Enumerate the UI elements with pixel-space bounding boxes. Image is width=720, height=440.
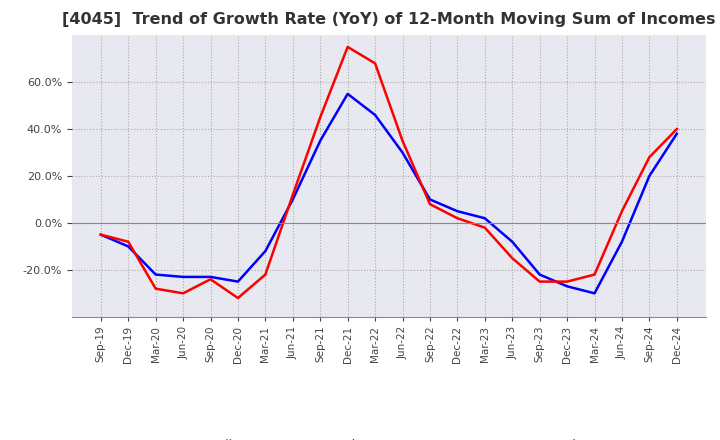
Net Income Growth Rate — [508, 256, 516, 261]
Net Income Growth Rate — [179, 291, 187, 296]
Ordinary Income Growth Rate — [563, 284, 572, 289]
Ordinary Income Growth Rate — [536, 272, 544, 277]
Ordinary Income Growth Rate — [371, 112, 379, 117]
Ordinary Income Growth Rate — [289, 197, 297, 202]
Net Income Growth Rate — [289, 192, 297, 198]
Net Income Growth Rate — [453, 216, 462, 221]
Net Income Growth Rate — [343, 44, 352, 50]
Net Income Growth Rate — [233, 295, 242, 301]
Title: [4045]  Trend of Growth Rate (YoY) of 12-Month Moving Sum of Incomes: [4045] Trend of Growth Rate (YoY) of 12-… — [62, 12, 716, 27]
Net Income Growth Rate — [426, 202, 434, 207]
Ordinary Income Growth Rate — [480, 216, 489, 221]
Ordinary Income Growth Rate — [233, 279, 242, 284]
Net Income Growth Rate — [371, 61, 379, 66]
Net Income Growth Rate — [206, 277, 215, 282]
Net Income Growth Rate — [672, 126, 681, 132]
Net Income Growth Rate — [480, 225, 489, 230]
Net Income Growth Rate — [151, 286, 160, 291]
Ordinary Income Growth Rate — [453, 209, 462, 214]
Net Income Growth Rate — [645, 154, 654, 160]
Ordinary Income Growth Rate — [398, 150, 407, 155]
Ordinary Income Growth Rate — [124, 244, 132, 249]
Ordinary Income Growth Rate — [206, 274, 215, 279]
Net Income Growth Rate — [124, 239, 132, 244]
Ordinary Income Growth Rate — [618, 239, 626, 244]
Ordinary Income Growth Rate — [316, 138, 325, 143]
Net Income Growth Rate — [563, 279, 572, 284]
Legend: Ordinary Income Growth Rate, Net Income Growth Rate: Ordinary Income Growth Rate, Net Income … — [160, 434, 618, 440]
Ordinary Income Growth Rate — [96, 232, 105, 237]
Net Income Growth Rate — [261, 272, 270, 277]
Net Income Growth Rate — [398, 138, 407, 143]
Line: Net Income Growth Rate: Net Income Growth Rate — [101, 47, 677, 298]
Net Income Growth Rate — [590, 272, 599, 277]
Ordinary Income Growth Rate — [179, 274, 187, 279]
Net Income Growth Rate — [618, 209, 626, 214]
Net Income Growth Rate — [536, 279, 544, 284]
Ordinary Income Growth Rate — [151, 272, 160, 277]
Net Income Growth Rate — [316, 115, 325, 120]
Ordinary Income Growth Rate — [645, 173, 654, 179]
Line: Ordinary Income Growth Rate: Ordinary Income Growth Rate — [101, 94, 677, 293]
Ordinary Income Growth Rate — [426, 197, 434, 202]
Net Income Growth Rate — [96, 232, 105, 237]
Ordinary Income Growth Rate — [590, 291, 599, 296]
Ordinary Income Growth Rate — [261, 249, 270, 254]
Ordinary Income Growth Rate — [672, 131, 681, 136]
Ordinary Income Growth Rate — [508, 239, 516, 244]
Ordinary Income Growth Rate — [343, 91, 352, 96]
